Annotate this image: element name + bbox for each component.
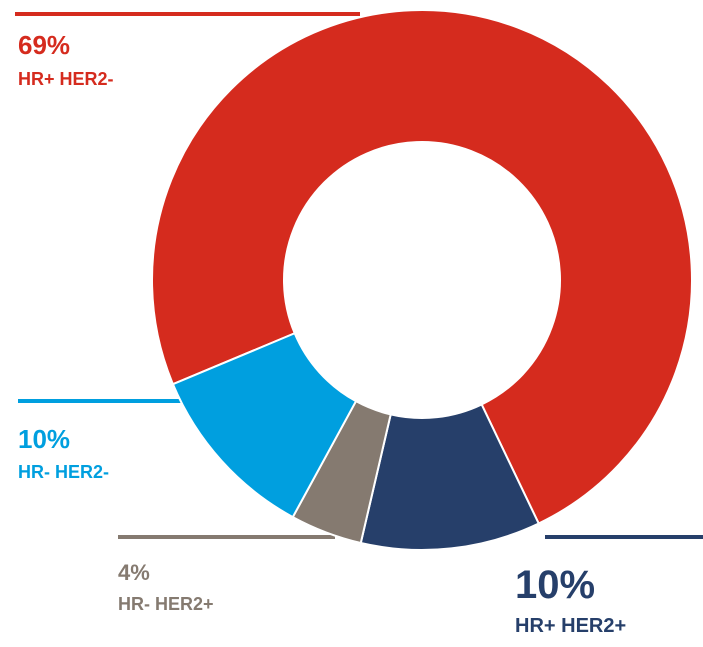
value-label: 4% [118, 560, 150, 585]
category-label: HR+ HER2+ [515, 615, 626, 637]
category-label: HR+ HER2- [18, 69, 114, 89]
category-label: HR- HER2- [18, 462, 109, 482]
donut-slice [171, 331, 358, 519]
value-label: 10% [515, 563, 595, 607]
category-label: HR- HER2+ [118, 594, 214, 614]
value-label: 69% [18, 30, 70, 60]
value-label: 10% [18, 424, 70, 454]
donut-slice [151, 9, 693, 525]
